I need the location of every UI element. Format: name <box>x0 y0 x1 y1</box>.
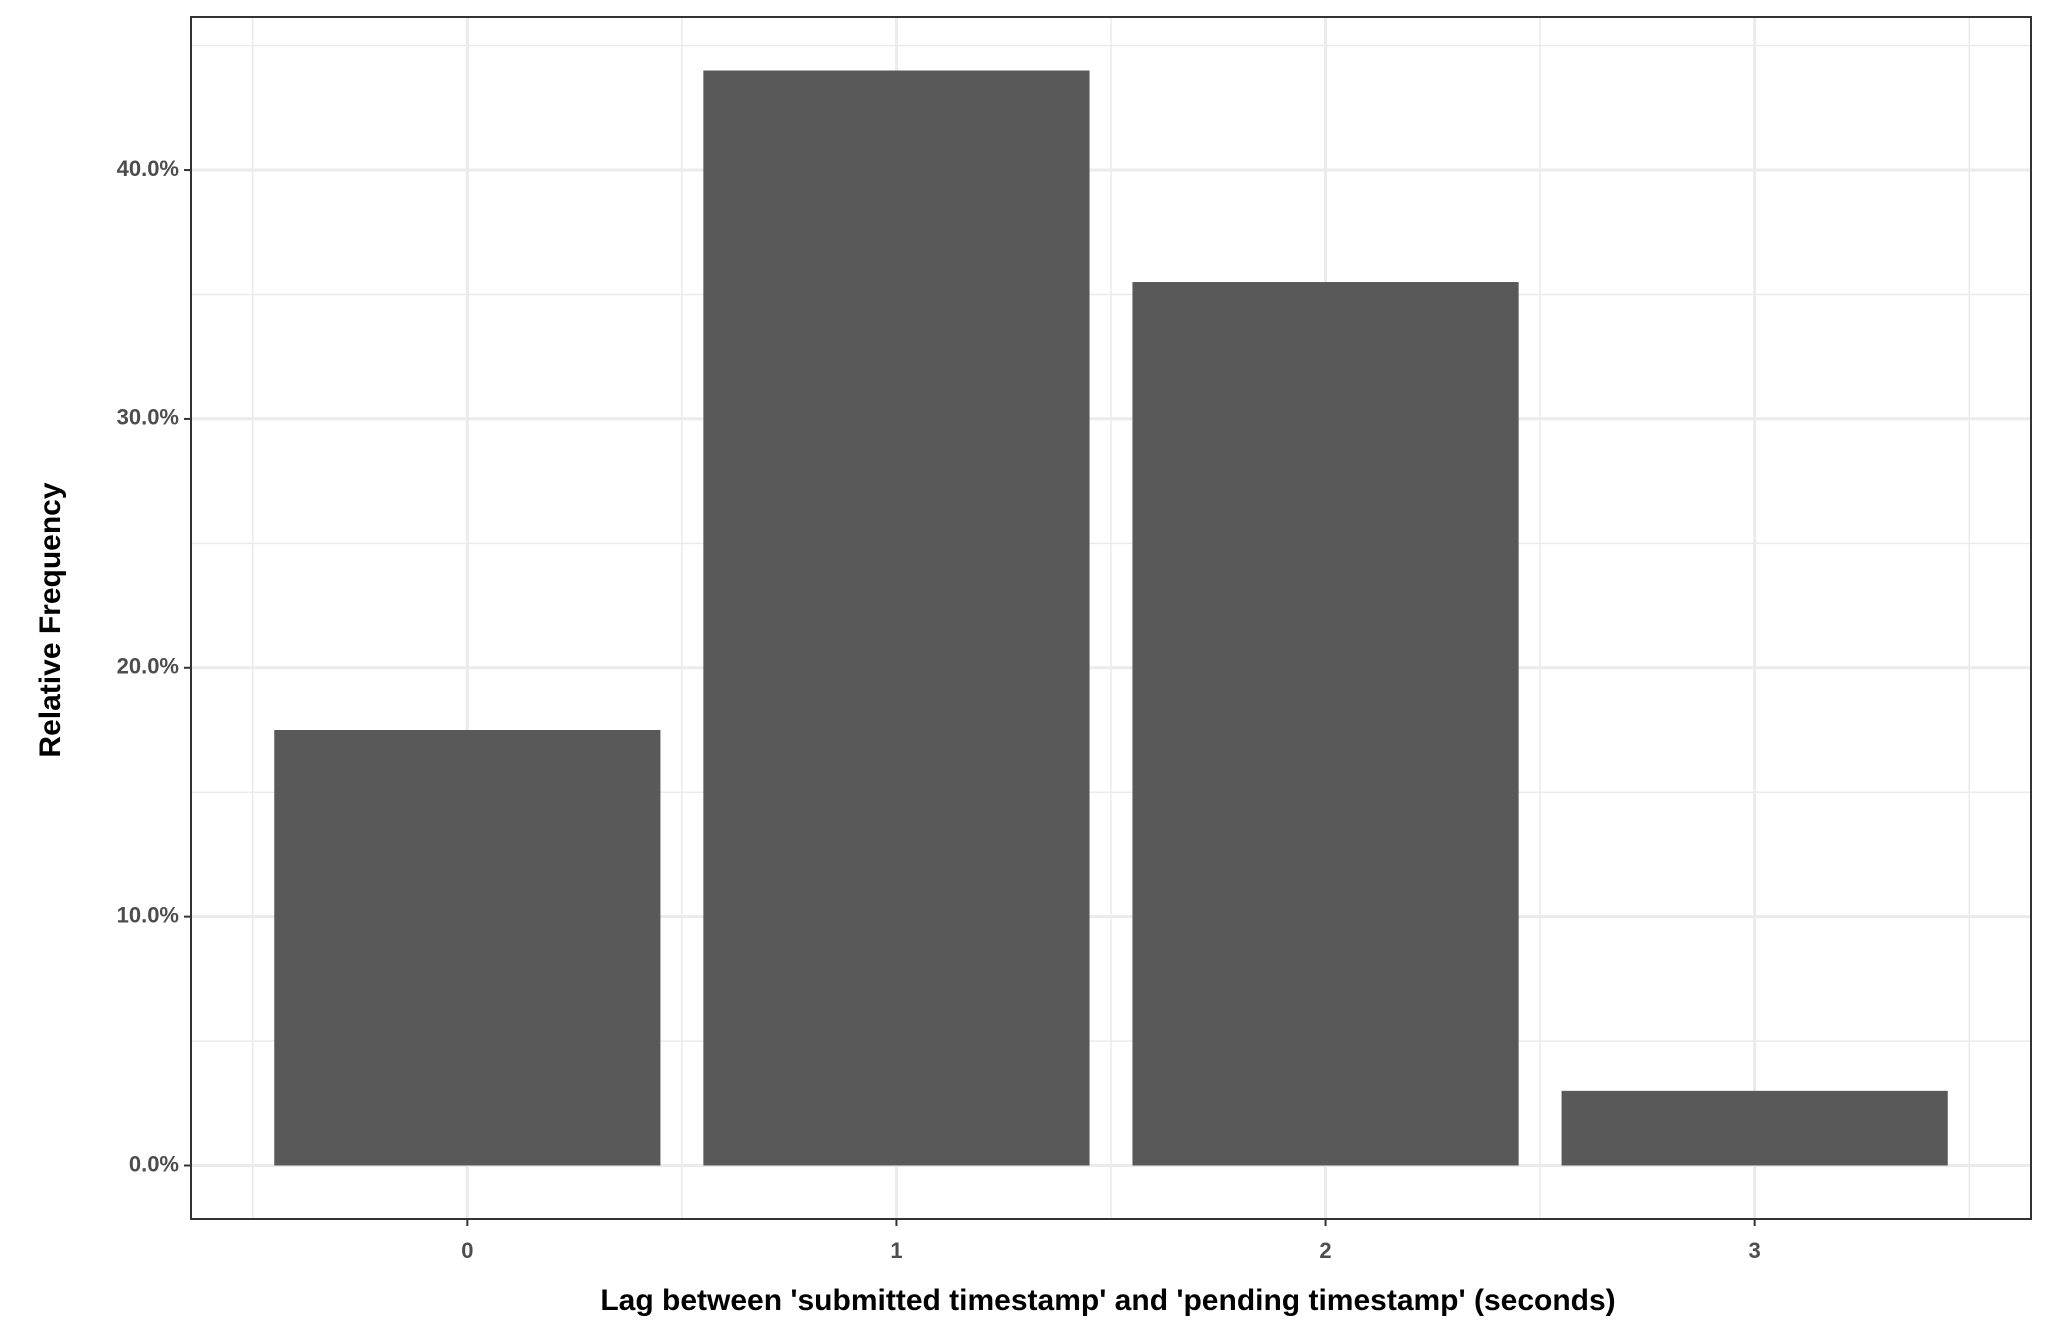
panel-border <box>190 16 2032 1220</box>
bar <box>274 729 661 1166</box>
x-tick-label: 1 <box>890 1238 902 1263</box>
x-axis-title: Lag between 'submitted timestamp' and 'p… <box>600 1284 1615 1317</box>
y-tick-label: 10.0% <box>117 902 179 927</box>
y-tick-label: 40.0% <box>117 156 179 181</box>
y-tick-label: 20.0% <box>117 654 179 679</box>
bar <box>703 70 1090 1166</box>
y-tick-label: 0.0% <box>129 1151 179 1176</box>
y-tick-label: 30.0% <box>117 405 179 430</box>
y-axis-title: Relative Frequency <box>34 482 67 757</box>
x-tick-label: 2 <box>1319 1238 1331 1263</box>
bar <box>1132 282 1519 1166</box>
bar <box>1561 1090 1948 1166</box>
x-tick-label: 3 <box>1749 1238 1761 1263</box>
x-tick-label: 0 <box>461 1238 473 1263</box>
